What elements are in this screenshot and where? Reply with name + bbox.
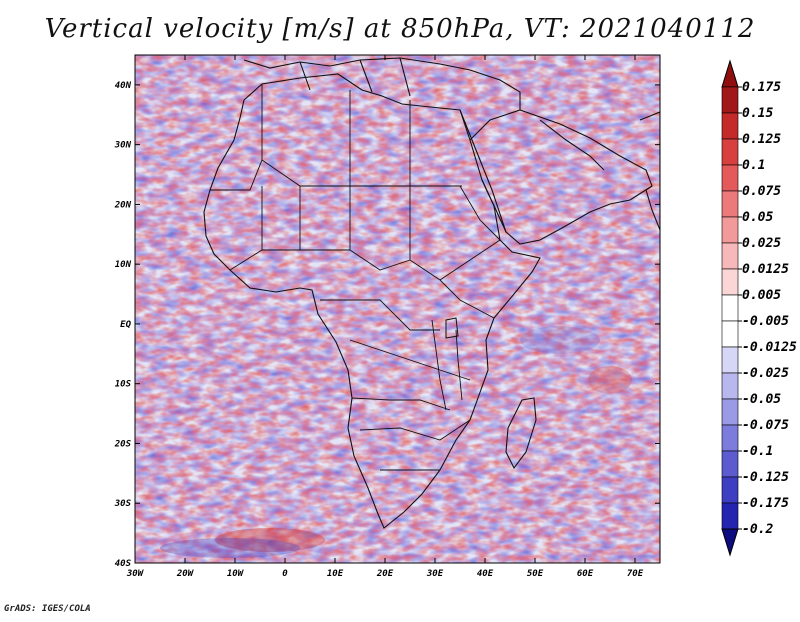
colorbar-swatch (721, 268, 739, 296)
colorbar-swatch (721, 450, 739, 478)
colorbar-label: -0.075 (742, 418, 789, 433)
y-tick-label: 30N (114, 141, 132, 151)
colorbar-swatch (721, 216, 739, 244)
plot-frame (134, 54, 661, 564)
y-tick-label: 10N (115, 260, 132, 270)
x-tick-label: 20W (176, 569, 195, 579)
colorbar-swatch (721, 242, 739, 270)
y-tick-label: 20N (114, 200, 132, 210)
colorbar-label: -0.05 (742, 392, 781, 407)
colorbar-swatch (721, 138, 739, 166)
grads-credit: GrADS: IGES/COLA (4, 604, 91, 614)
x-tick-label: 50E (527, 569, 544, 579)
x-tick-label: 10E (327, 569, 344, 579)
colorbar-label: -0.2 (742, 522, 773, 537)
colorbar: 0.175 0.15 0.125 0.1 0.075 0.05 0.025 0.0125 0.0… (721, 59, 797, 557)
y-tick-label: 40S (115, 559, 132, 569)
colorbar-swatch (721, 502, 739, 530)
colorbar-label: 0.075 (742, 184, 781, 199)
y-tick-label: 10S (115, 380, 132, 390)
colorbar-label: 0.05 (742, 210, 773, 225)
x-tick-label: 10W (227, 569, 245, 579)
colorbar-label: -0.125 (742, 470, 789, 485)
colorbar-label: -0.005 (742, 314, 789, 329)
colorbar-swatch (721, 424, 739, 452)
x-tick-label: 60E (577, 569, 594, 579)
colorbar-swatch (721, 294, 739, 322)
x-tick-label: 30W (126, 569, 145, 579)
colorbar-label: 0.1 (742, 158, 765, 173)
x-tick-label: 40E (477, 569, 494, 579)
x-axis: 30W 20W 10W 0 10E 20E 30E 40E 50E 60E 70E (126, 55, 644, 579)
colorbar-label: 0.125 (742, 132, 781, 147)
colorbar-label: -0.1 (742, 444, 773, 459)
colorbar-swatch (721, 112, 739, 140)
colorbar-swatch (721, 86, 739, 114)
x-tick-label: 30E (426, 569, 444, 579)
colorbar-label: -0.0125 (742, 340, 797, 355)
y-tick-label: EQ (120, 320, 131, 330)
colorbar-label: -0.175 (742, 496, 789, 511)
y-tick-label: 20S (114, 439, 132, 449)
y-axis: 40N 30N 20N 10N EQ 10S 20S 30S 40S (114, 81, 660, 569)
colorbar-swatch (721, 346, 739, 374)
colorbar-label: 0.0125 (742, 262, 789, 277)
y-tick-label: 40N (115, 81, 132, 91)
colorbar-swatch (721, 398, 739, 426)
y-tick-label: 30S (114, 499, 132, 509)
colorbar-label: 0.15 (742, 106, 773, 121)
colorbar-swatch (721, 372, 739, 400)
colorbar-top-arrow (721, 59, 739, 88)
colorbar-bottom-arrow (721, 528, 739, 557)
x-tick-label: 70E (627, 569, 644, 579)
x-tick-label: 20E (376, 569, 394, 579)
colorbar-swatch (721, 476, 739, 504)
map-title: Vertical velocity [m/s] at 850hPa, VT: 2… (44, 14, 756, 44)
colorbar-label: 0.005 (742, 288, 781, 303)
x-tick-label: 0 (282, 569, 288, 579)
velocity-field (135, 55, 660, 563)
coastlines (203, 57, 660, 529)
colorbar-label: -0.025 (742, 366, 789, 381)
colorbar-swatch (721, 320, 739, 348)
colorbar-label: 0.175 (742, 80, 781, 95)
colorbar-label: 0.025 (742, 236, 781, 251)
colorbar-swatch (721, 164, 739, 192)
colorbar-swatch (721, 190, 739, 218)
